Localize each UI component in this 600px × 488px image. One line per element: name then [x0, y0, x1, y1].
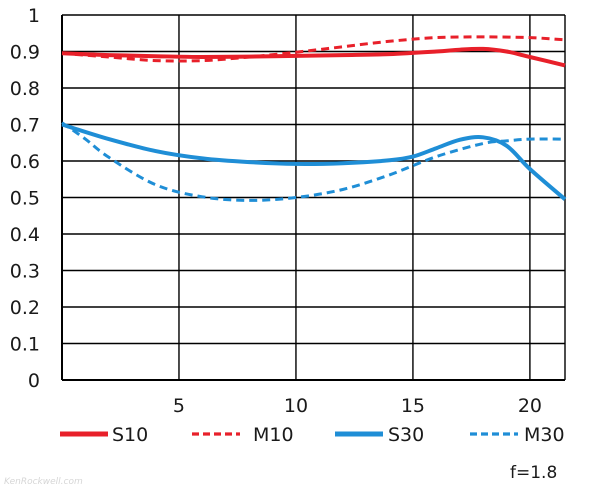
- x-tick-label: 5: [173, 395, 185, 417]
- data-series: [61, 35, 567, 202]
- legend-label-m10: M10: [253, 424, 294, 446]
- aperture-annotation: f=1.8: [510, 463, 557, 483]
- series-line-m30: [61, 121, 566, 202]
- y-tick-label: 0.2: [10, 297, 40, 319]
- x-tick-label: 15: [401, 395, 425, 417]
- x-tick-label: 20: [518, 395, 542, 417]
- watermark: KenRockwell.com: [4, 477, 83, 487]
- y-tick-label: 0.1: [10, 334, 40, 356]
- legend: S10 M10 S30 M30: [60, 424, 565, 446]
- legend-label-s10: S10: [112, 424, 148, 446]
- grid: [61, 14, 566, 381]
- y-tick-label: 0.8: [10, 78, 40, 100]
- x-tick-label: 10: [284, 395, 308, 417]
- series-line-s30: [61, 122, 567, 201]
- y-tick-label: 0.5: [10, 188, 40, 210]
- y-tick-label: 0: [28, 370, 40, 392]
- y-tick-label: 1: [28, 5, 40, 27]
- axis-ticks: 00.10.20.30.40.50.60.70.80.915 10 15 20: [10, 5, 542, 417]
- y-tick-label: 0.4: [10, 224, 40, 246]
- y-tick-label: 0.3: [10, 261, 40, 283]
- series-line-s10: [61, 46, 566, 68]
- legend-label-m30: M30: [524, 424, 565, 446]
- y-tick-label: 0.6: [10, 151, 40, 173]
- legend-label-s30: S30: [388, 424, 424, 446]
- y-tick-label: 0.7: [10, 115, 40, 137]
- y-tick-label: 0.9: [10, 42, 40, 64]
